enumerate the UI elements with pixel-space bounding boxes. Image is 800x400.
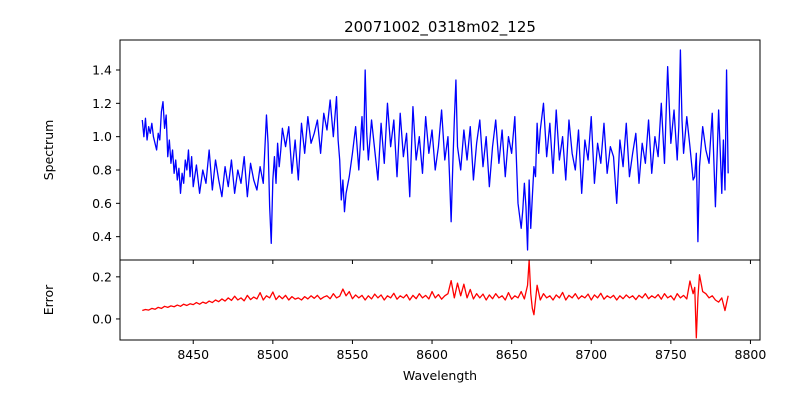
chart-title: 20071002_0318m02_125 [344,18,536,37]
spectrum-y-tick-label: 0.6 [92,196,112,211]
spectrum-x-ticks [192,260,751,264]
x-tick-label: 8500 [257,347,289,362]
x-tick-label: 8450 [177,347,209,362]
error-line [142,259,729,339]
spectrum-panel: 0.4 0.6 0.8 1.0 1.2 1.4 Spectrum [41,39,761,264]
spectrum-line [141,49,729,251]
error-y-ticks: 0.0 0.2 [92,269,120,326]
x-tick-label: 8650 [496,347,528,362]
x-tick-label: 8800 [735,347,767,362]
x-tick-label: 8700 [575,347,607,362]
spectrum-y-tick-label: 1.2 [92,96,112,111]
spectrum-y-ticks: 0.4 0.6 0.8 1.0 1.2 1.4 [92,63,120,244]
spectrum-y-tick-label: 0.8 [92,163,112,178]
x-tick-label: 8550 [337,347,369,362]
error-panel: 0.00.2 8450 8500 8550 8600 8650 8700 8750 8800 … [41,259,766,383]
spectrum-y-axis-label: Spectrum [41,120,56,181]
error-y-tick-label: 0.2 [92,269,112,284]
spectrum-y-tick-label: 1.4 [92,63,112,78]
x-axis-label: Wavelength [403,368,477,383]
error-y-tick-label: 0.0 [92,311,112,326]
spectrum-y-tick-label: 0.4 [92,229,112,244]
error-axes-frame [119,259,761,341]
error-x-ticks: 8450 8500 8550 8600 8650 8700 8750 8800 [177,340,766,362]
x-tick-label: 8600 [416,347,448,362]
error-y-axis-label: Error [41,284,56,315]
x-tick-label: 8750 [655,347,687,362]
spectrum-y-tick-label: 1.0 [92,129,112,144]
